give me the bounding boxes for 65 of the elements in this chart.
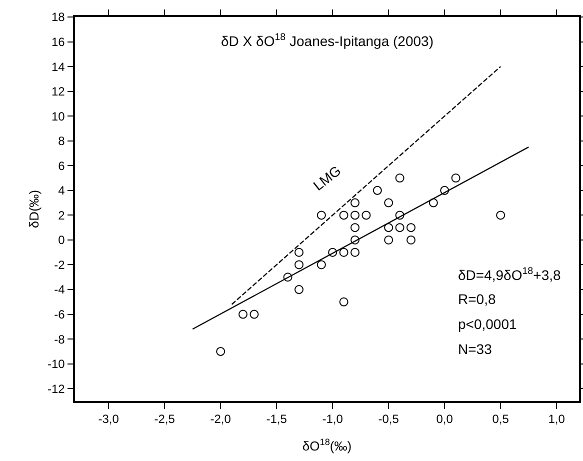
point <box>350 235 360 244</box>
point <box>316 210 326 220</box>
x-tick-label: -2,0 <box>210 412 232 426</box>
point <box>250 310 259 319</box>
point <box>238 310 248 319</box>
y-tick-label: 16 <box>51 34 66 49</box>
point <box>294 285 304 294</box>
x-tick-label: -2,5 <box>154 412 176 426</box>
point <box>395 210 404 220</box>
point <box>440 186 450 195</box>
point <box>384 235 394 244</box>
x-tick-label: 1,0 <box>548 412 566 426</box>
point <box>294 248 304 257</box>
point <box>406 235 416 244</box>
point <box>350 210 360 220</box>
point <box>496 210 506 220</box>
y-tick-label: 14 <box>51 60 66 74</box>
point <box>283 272 292 282</box>
point <box>406 223 416 232</box>
y-tick-label: -8 <box>54 332 66 346</box>
y-tick-label: -12 <box>48 382 66 396</box>
x-tick-label: -1,5 <box>266 412 288 426</box>
point <box>294 260 304 270</box>
point <box>339 297 348 306</box>
point <box>216 346 226 356</box>
point <box>350 223 360 232</box>
point <box>384 223 394 232</box>
y-tick-label: -4 <box>54 282 66 297</box>
y-tick-label: 8 <box>58 134 66 148</box>
x-axis-title: δO$^{18}$(‰) <box>302 437 352 454</box>
x-tick-label: -1,0 <box>322 412 344 426</box>
y-tick-label: 4 <box>58 184 66 198</box>
point <box>395 223 404 232</box>
point <box>350 198 360 208</box>
point <box>372 186 382 195</box>
y-tick-label: -10 <box>48 357 66 372</box>
point <box>395 174 404 183</box>
y-tick-label: -2 <box>54 258 66 272</box>
annotation: p<0,0001 <box>458 316 517 332</box>
point <box>362 210 371 220</box>
point <box>384 198 394 208</box>
point <box>451 174 460 183</box>
x-tick-label: 0,0 <box>436 412 454 426</box>
x-tick-label: -0,5 <box>378 412 400 426</box>
point <box>328 248 338 257</box>
point <box>428 198 438 208</box>
y-tick-label: -6 <box>54 307 66 322</box>
annotation: LMG <box>310 162 344 194</box>
point <box>339 210 348 220</box>
y-tick-label: 6 <box>58 158 66 173</box>
point <box>350 248 360 257</box>
y-tick-label: 0 <box>58 233 66 248</box>
y-tick-label: 18 <box>51 10 66 24</box>
annotation: δD=4,9δO$^{18}$+3,8 <box>458 266 561 283</box>
annotation: N=33 <box>458 341 492 357</box>
point <box>316 260 326 270</box>
y-axis-title: δD(‰) <box>26 190 42 228</box>
y-tick-label: 12 <box>51 84 66 99</box>
annotation: R=0,8 <box>458 291 496 307</box>
x-tick-label: 0,5 <box>492 412 510 426</box>
x-tick-label: -3,0 <box>98 412 120 426</box>
y-tick-label: 2 <box>58 208 66 222</box>
text: δD X δO$^{18}$ Joanes-Ipitanga (2003) <box>221 32 434 49</box>
point <box>339 248 348 257</box>
y-tick-label: 10 <box>51 109 66 124</box>
